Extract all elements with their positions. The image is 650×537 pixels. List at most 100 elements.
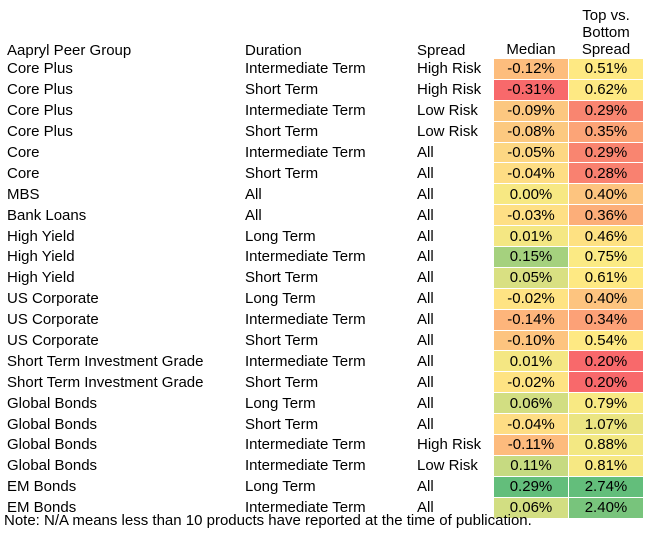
- table-row: High Yield Intermediate Term All 0.15% 0.75%: [3, 246, 644, 268]
- header-row: Aapryl Peer Group Duration Spread Median…: [3, 0, 644, 59]
- cell-duration: Short Term: [245, 269, 319, 287]
- header-top-vs-bottom-spread: Top vs. Bottom Spread: [581, 7, 631, 58]
- cell-top-vs-bottom-spread: 2.74%: [568, 475, 644, 498]
- cell-peer-group: US Corporate: [7, 311, 99, 329]
- cell-duration: Long Term: [245, 227, 316, 245]
- cell-top-vs-bottom-spread: 2.40%: [568, 496, 644, 519]
- cell-peer-group: Global Bonds: [7, 394, 98, 412]
- cell-peer-group: Core Plus: [7, 102, 73, 120]
- cell-duration: Short Term: [245, 164, 319, 182]
- table-row: Global Bonds Short Term All -0.04% 1.07%: [3, 413, 644, 436]
- cell-median: -0.31%: [493, 78, 569, 101]
- table-row: Core Short Term All -0.04% 0.28%: [3, 162, 644, 185]
- cell-median: 0.06%: [493, 392, 569, 415]
- table-row: US Corporate Intermediate Term All -0.14% 0.…: [3, 308, 644, 331]
- cell-median: -0.11%: [493, 434, 569, 456]
- cell-peer-group: EM Bonds: [7, 478, 77, 496]
- cell-spread: All: [417, 269, 434, 287]
- cell-duration: Intermediate Term: [245, 499, 366, 517]
- cell-spread: High Risk: [417, 436, 482, 454]
- header-median: Median: [506, 41, 556, 58]
- cell-peer-group: EM Bonds: [7, 499, 77, 517]
- cell-spread: All: [417, 227, 434, 245]
- table-body: Core Plus Intermediate Term High Risk -0.12…: [3, 58, 644, 519]
- cell-duration: Long Term: [245, 394, 316, 412]
- cell-top-vs-bottom-spread: 0.20%: [568, 371, 644, 394]
- cell-top-vs-bottom-spread: 0.29%: [568, 141, 644, 164]
- cell-duration: Long Term: [245, 290, 316, 308]
- cell-spread: All: [417, 332, 434, 350]
- cell-spread: Low Risk: [417, 457, 478, 475]
- cell-median: 0.00%: [493, 183, 569, 206]
- cell-duration: Short Term: [245, 332, 319, 350]
- peer-group-table: Aapryl Peer Group Duration Spread Median…: [3, 0, 644, 519]
- cell-peer-group: Global Bonds: [7, 436, 98, 454]
- cell-median: -0.05%: [493, 141, 569, 164]
- cell-top-vs-bottom-spread: 0.46%: [568, 225, 644, 248]
- cell-median: 0.05%: [493, 266, 569, 289]
- cell-spread: All: [417, 290, 434, 308]
- cell-median: 0.01%: [493, 225, 569, 248]
- cell-duration: Intermediate Term: [245, 352, 366, 370]
- table-row: Bank Loans All All -0.03% 0.36%: [3, 204, 644, 227]
- cell-duration: Intermediate Term: [245, 248, 366, 266]
- cell-top-vs-bottom-spread: 0.54%: [568, 329, 644, 352]
- cell-median: -0.09%: [493, 99, 569, 122]
- table-row: Core Plus Intermediate Term Low Risk -0.09%…: [3, 99, 644, 122]
- cell-spread: All: [417, 164, 434, 182]
- cell-spread: Low Risk: [417, 123, 478, 141]
- cell-spread: All: [417, 248, 434, 266]
- cell-spread: All: [417, 478, 434, 496]
- table-row: Core Plus Short Term Low Risk -0.08% 0.35%: [3, 120, 644, 143]
- cell-spread: High Risk: [417, 60, 482, 78]
- cell-peer-group: High Yield: [7, 269, 75, 287]
- cell-peer-group: MBS: [7, 185, 40, 203]
- cell-top-vs-bottom-spread: 0.61%: [568, 266, 644, 289]
- cell-duration: Long Term: [245, 478, 316, 496]
- cell-duration: All: [245, 206, 262, 224]
- cell-duration: All: [245, 185, 262, 203]
- cell-peer-group: Global Bonds: [7, 415, 98, 433]
- cell-spread: All: [417, 206, 434, 224]
- cell-top-vs-bottom-spread: 0.20%: [568, 350, 644, 373]
- cell-peer-group: Core Plus: [7, 81, 73, 99]
- cell-median: -0.14%: [493, 308, 569, 331]
- cell-spread: Low Risk: [417, 102, 478, 120]
- table-row: Global Bonds Long Term All 0.06% 0.79%: [3, 392, 644, 415]
- table-row: High Yield Long Term All 0.01% 0.46%: [3, 225, 644, 248]
- cell-median: -0.04%: [493, 413, 569, 436]
- cell-median: 0.11%: [493, 454, 569, 477]
- cell-top-vs-bottom-spread: 0.81%: [568, 454, 644, 477]
- table-row: Short Term Investment Grade Intermediate …: [3, 350, 644, 373]
- cell-spread: All: [417, 373, 434, 391]
- cell-median: 0.01%: [493, 350, 569, 373]
- cell-top-vs-bottom-spread: 0.28%: [568, 162, 644, 185]
- cell-median: -0.04%: [493, 162, 569, 185]
- cell-top-vs-bottom-spread: 0.35%: [568, 120, 644, 143]
- cell-top-vs-bottom-spread: 0.79%: [568, 392, 644, 415]
- cell-peer-group: Core Plus: [7, 123, 73, 141]
- table-row: Short Term Investment Grade Short Term All…: [3, 371, 644, 394]
- table-row: High Yield Short Term All 0.05% 0.61%: [3, 266, 644, 289]
- table-row: US Corporate Short Term All -0.10% 0.54%: [3, 329, 644, 352]
- cell-duration: Short Term: [245, 123, 319, 141]
- cell-spread: All: [417, 499, 434, 517]
- cell-peer-group: Core: [7, 144, 40, 161]
- cell-median: -0.10%: [493, 329, 569, 352]
- cell-peer-group: Global Bonds: [7, 457, 98, 475]
- header-peer-group: Aapryl Peer Group: [7, 41, 132, 59]
- cell-peer-group: Bank Loans: [7, 206, 87, 224]
- cell-median: -0.02%: [493, 287, 569, 310]
- cell-median: -0.08%: [493, 120, 569, 143]
- table-row: US Corporate Long Term All -0.02% 0.40%: [3, 287, 644, 310]
- cell-top-vs-bottom-spread: 0.51%: [568, 58, 644, 80]
- cell-spread: All: [417, 352, 434, 370]
- cell-top-vs-bottom-spread: 0.36%: [568, 204, 644, 227]
- table-row: Core Plus Short Term High Risk -0.31% 0.62%: [3, 78, 644, 101]
- cell-top-vs-bottom-spread: 0.75%: [568, 246, 644, 268]
- cell-duration: Intermediate Term: [245, 311, 366, 329]
- cell-peer-group: Core: [7, 164, 40, 182]
- cell-top-vs-bottom-spread: 0.40%: [568, 183, 644, 206]
- header-duration: Duration: [245, 41, 302, 59]
- cell-spread: All: [417, 311, 434, 329]
